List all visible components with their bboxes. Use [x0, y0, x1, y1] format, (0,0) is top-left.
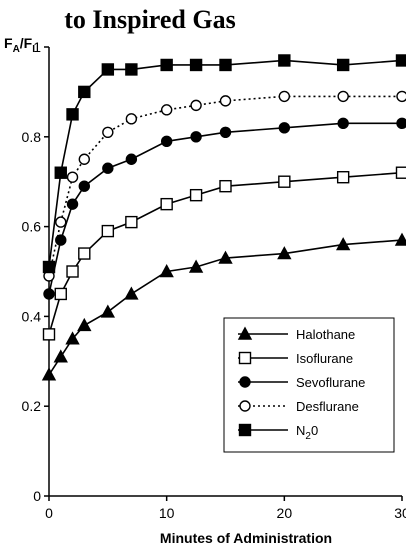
y-tick-label: 0.2 — [22, 398, 42, 414]
series-line-sevoflurane — [48, 122, 402, 295]
data-point-n20 — [395, 54, 406, 67]
data-point-halothane — [277, 246, 292, 260]
data-point-sevoflurane — [219, 126, 232, 139]
data-point-isoflurane — [101, 224, 115, 238]
x-tick-label: 30 — [394, 505, 406, 521]
series-line-n20 — [48, 59, 403, 268]
y-tick-label: 0.8 — [22, 129, 42, 145]
data-point-desflurane — [66, 171, 79, 183]
chart-title: to Inspired Gas — [64, 5, 235, 34]
data-point-desflurane — [160, 104, 173, 116]
data-point-halothane — [53, 349, 68, 363]
legend-marker-desflurane — [239, 400, 251, 412]
x-tick-label: 10 — [159, 505, 175, 521]
data-point-desflurane — [78, 153, 91, 165]
data-point-n20 — [125, 63, 138, 76]
data-point-halothane — [77, 317, 92, 332]
series-layer — [41, 54, 406, 381]
y-tick-label: 0.4 — [22, 308, 42, 324]
data-point-halothane — [65, 331, 80, 345]
data-point-n20 — [189, 58, 203, 72]
y-tick-label: 1 — [33, 39, 41, 55]
legend-marker-halothane — [237, 326, 253, 340]
series-desflurane — [43, 90, 406, 282]
data-point-desflurane — [278, 90, 291, 103]
data-point-desflurane — [55, 216, 67, 228]
data-point-isoflurane — [278, 175, 291, 188]
data-point-sevoflurane — [190, 131, 202, 143]
series-n20 — [42, 54, 406, 274]
data-point-n20 — [219, 58, 232, 72]
legend-entry-halothane: Halothane — [237, 326, 355, 342]
data-point-n20 — [160, 58, 173, 72]
data-point-n20 — [278, 54, 291, 67]
series-halothane — [41, 232, 406, 381]
legend-label: Sevoflurane — [296, 375, 365, 390]
data-point-isoflurane — [160, 197, 173, 211]
data-point-halothane — [100, 304, 116, 318]
legend-entry-sevoflurane: Sevoflurane — [238, 375, 365, 390]
data-point-n20 — [66, 108, 79, 121]
legend-entry-isoflurane: Isoflurane — [238, 351, 353, 366]
data-point-desflurane — [190, 99, 202, 112]
data-point-n20 — [336, 58, 350, 72]
legend: Halothane Isoflurane Sevoflurane Desflurane… — [223, 317, 395, 453]
legend-marker-n20 — [238, 423, 252, 437]
series-line-desflurane — [48, 95, 402, 277]
data-point-halothane — [394, 232, 406, 246]
data-point-n20 — [54, 166, 67, 179]
data-point-isoflurane — [125, 215, 138, 229]
data-point-sevoflurane — [66, 198, 79, 210]
data-point-sevoflurane — [102, 162, 114, 174]
legend-label: Isoflurane — [296, 351, 353, 366]
data-point-sevoflurane — [43, 288, 55, 300]
legend-entry-desflurane: Desflurane — [238, 399, 359, 414]
data-point-halothane — [335, 237, 351, 251]
legend-label: Desflurane — [296, 399, 359, 414]
data-point-sevoflurane — [337, 117, 349, 130]
data-point-halothane — [41, 367, 57, 381]
x-axis-label: Minutes of Administration — [160, 530, 332, 546]
data-point-sevoflurane — [78, 180, 91, 192]
legend-entry-n20: N20 — [238, 423, 318, 442]
data-point-desflurane — [337, 90, 349, 103]
data-point-isoflurane — [336, 171, 350, 184]
data-point-isoflurane — [54, 287, 67, 301]
data-point-sevoflurane — [396, 117, 406, 130]
data-point-desflurane — [125, 113, 138, 125]
data-point-sevoflurane — [160, 135, 173, 147]
data-point-desflurane — [102, 126, 114, 139]
data-point-n20 — [42, 260, 56, 274]
data-point-isoflurane — [219, 179, 232, 193]
data-point-isoflurane — [42, 328, 56, 341]
data-point-halothane — [218, 250, 233, 264]
y-tick-label: 0 — [33, 488, 41, 504]
data-point-sevoflurane — [125, 153, 138, 165]
x-tick-label: 0 — [45, 505, 53, 521]
ticks: 0 10 20 30 0 0.2 0.4 0.6 0.8 1 — [22, 39, 406, 521]
data-point-n20 — [78, 85, 91, 99]
data-point-sevoflurane — [278, 122, 291, 134]
legend-label: Halothane — [296, 327, 355, 342]
series-sevoflurane — [43, 117, 406, 300]
data-point-isoflurane — [66, 265, 79, 278]
data-point-sevoflurane — [55, 234, 67, 246]
x-tick-label: 20 — [277, 505, 293, 521]
legend-marker-sevoflurane — [239, 376, 251, 388]
data-point-halothane — [188, 259, 204, 273]
data-point-desflurane — [396, 90, 406, 103]
data-point-isoflurane — [395, 166, 406, 179]
data-point-desflurane — [219, 95, 232, 107]
data-point-halothane — [159, 264, 174, 278]
y-axis-label: FA/FI — [4, 35, 35, 55]
series-isoflurane — [42, 166, 406, 341]
legend-marker-isoflurane — [238, 351, 252, 365]
legend-label: N20 — [296, 423, 318, 442]
data-point-isoflurane — [78, 247, 91, 260]
data-point-isoflurane — [189, 188, 203, 202]
y-tick-label: 0.6 — [22, 219, 42, 235]
data-point-halothane — [124, 286, 139, 300]
data-point-n20 — [101, 63, 115, 76]
